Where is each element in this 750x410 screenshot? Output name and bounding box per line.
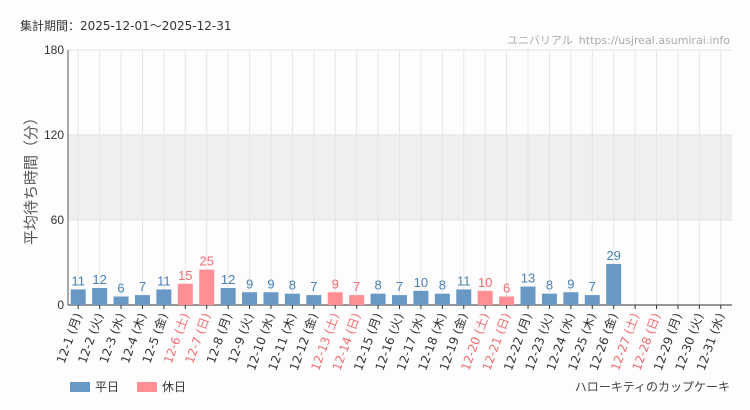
bar [520, 286, 536, 305]
bar [392, 295, 407, 305]
y-tick-label: 120 [44, 128, 64, 142]
y-tick-label: 180 [44, 43, 64, 57]
period-value: 2025-12-01〜2025-12-31 [80, 19, 232, 33]
data-label: 12 [92, 272, 106, 287]
bar [477, 290, 493, 305]
bar [606, 263, 622, 305]
data-label: 9 [567, 276, 574, 291]
bar [370, 293, 386, 305]
period: 集計期間：2025-12-01〜2025-12-31 [20, 17, 232, 34]
data-label: 9 [246, 276, 253, 291]
data-label: 8 [374, 278, 381, 293]
data-label: 8 [289, 278, 296, 293]
bar [156, 289, 172, 305]
legend-weekday-label: 平日 [95, 380, 120, 394]
legend-holiday[interactable]: 休日 [137, 378, 186, 395]
data-label: 29 [606, 248, 620, 263]
data-label: 7 [396, 279, 403, 294]
bar [499, 296, 515, 305]
bar [541, 293, 557, 305]
data-label: 10 [478, 275, 492, 290]
data-label: 11 [157, 273, 171, 288]
bar [413, 290, 429, 305]
weekday-swatch [70, 381, 90, 392]
data-label: 7 [139, 279, 146, 294]
data-label: 9 [267, 276, 274, 291]
data-label: 7 [589, 279, 596, 294]
bar [92, 288, 108, 305]
site-url[interactable]: https://usjreal.asumirai.info [578, 34, 730, 47]
bar [199, 269, 215, 305]
data-label: 11 [457, 273, 471, 288]
bar [327, 292, 343, 305]
bar [70, 289, 86, 305]
bar [456, 289, 472, 305]
legend-holiday-label: 休日 [162, 380, 187, 394]
bar [563, 292, 579, 305]
bar [242, 292, 258, 305]
site-name: ユニバリアル [506, 34, 573, 47]
data-label: 8 [439, 278, 446, 293]
data-label: 11 [71, 273, 85, 288]
data-label: 8 [546, 278, 553, 293]
bar [306, 295, 322, 305]
bar [434, 293, 450, 305]
data-label: 6 [117, 281, 124, 296]
legend: 平日 休日 [70, 378, 204, 395]
bar [177, 283, 193, 305]
data-label: 12 [221, 272, 235, 287]
bar [134, 295, 150, 305]
y-tick-label: 0 [57, 298, 64, 312]
period-label: 集計期間： [20, 19, 81, 33]
bar [220, 288, 236, 305]
data-label: 10 [414, 275, 428, 290]
bar [284, 293, 300, 305]
data-label: 9 [332, 276, 339, 291]
attraction-name: ハローキティのカップケーキ [574, 380, 730, 394]
bar [349, 295, 365, 305]
holiday-swatch [137, 381, 158, 392]
data-label: 7 [310, 279, 317, 294]
y-tick-label: 60 [51, 213, 65, 227]
data-label: 6 [503, 281, 510, 296]
bar [263, 292, 279, 305]
bar [113, 296, 129, 305]
data-label: 13 [521, 271, 535, 286]
site-credit: ユニバリアル https://usjreal.asumirai.info [501, 32, 730, 48]
data-label: 15 [178, 268, 192, 283]
legend-weekday[interactable]: 平日 [70, 378, 119, 395]
data-label: 25 [199, 254, 213, 269]
y-axis-label: 平均待ち時間（分） [22, 110, 40, 245]
data-label: 7 [353, 279, 360, 294]
bar [584, 295, 600, 305]
